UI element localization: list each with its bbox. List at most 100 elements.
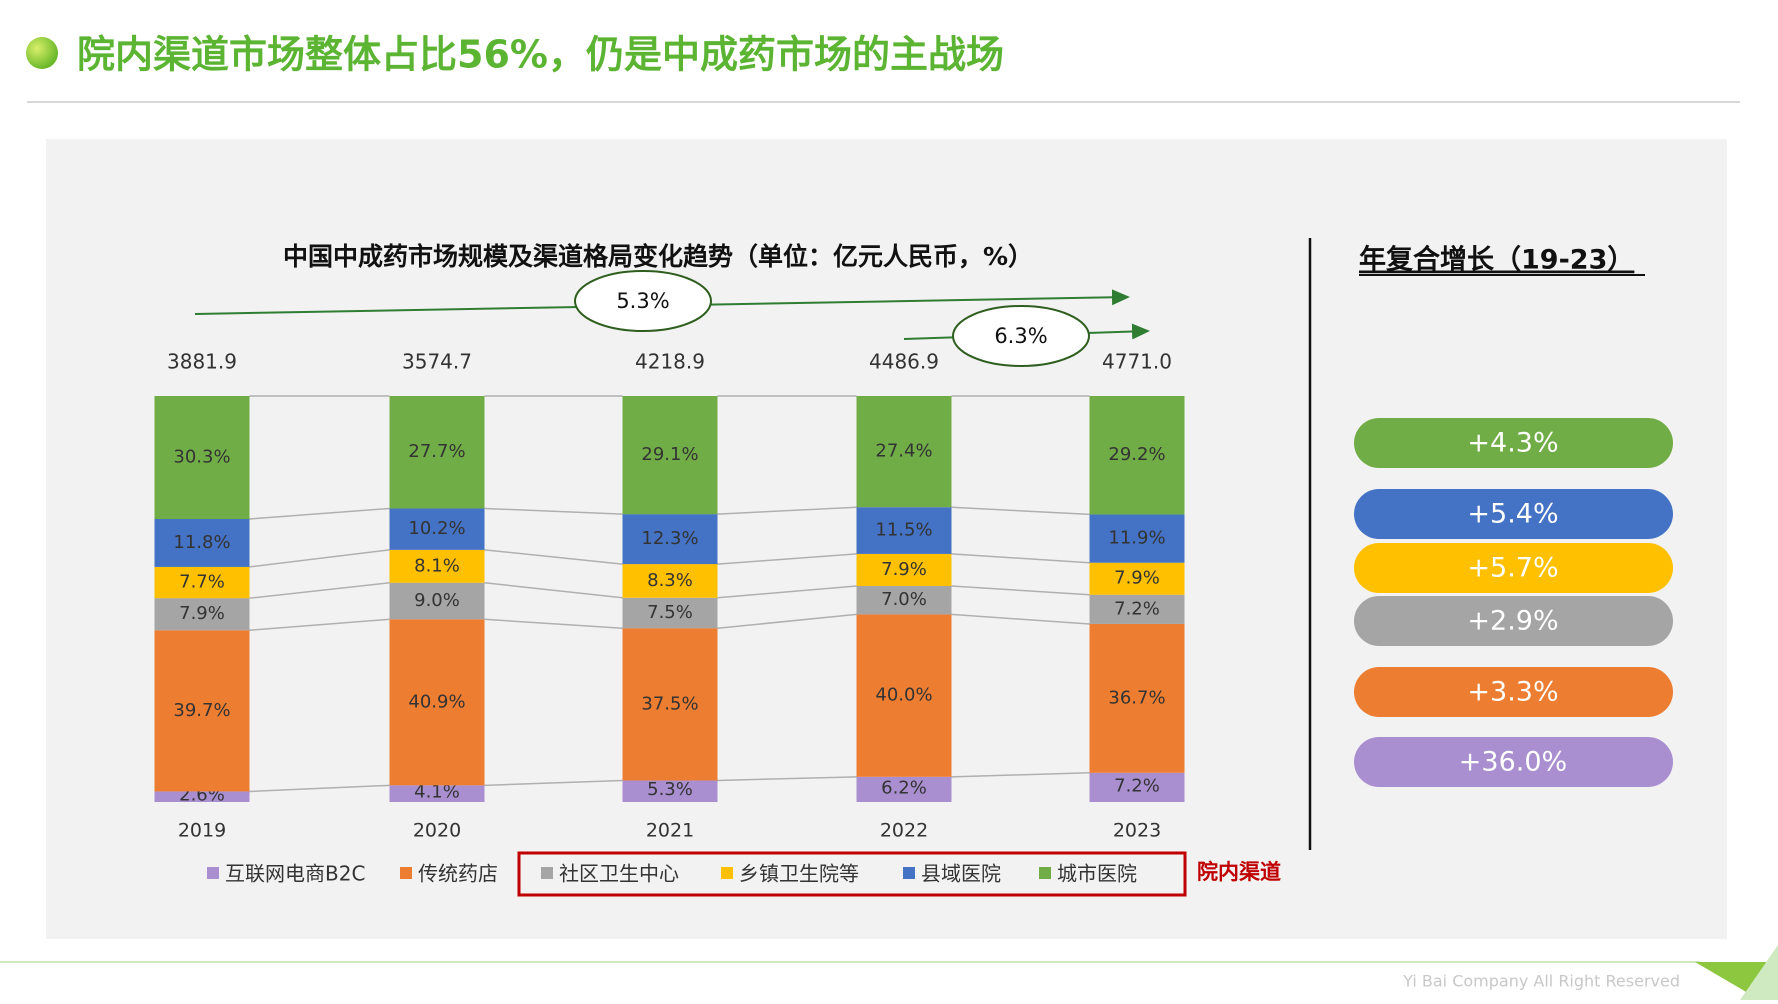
growth-label: +2.9%	[1467, 606, 1558, 637]
growth-bubble	[952, 305, 1090, 367]
group-label: 院内渠道	[1197, 860, 1281, 884]
segment-label: 6.2%	[881, 777, 927, 798]
x-tick-label: 2020	[413, 820, 461, 842]
connector	[951, 585, 1090, 596]
segment-label: 7.9%	[881, 559, 927, 580]
bar-segment	[622, 564, 718, 598]
total-label: 4486.9	[869, 350, 939, 374]
connector	[484, 779, 623, 787]
connector	[249, 618, 390, 632]
legend-label: 社区卫生中心	[559, 862, 679, 886]
growth-pill	[1354, 596, 1673, 646]
segment-label: 7.9%	[1114, 568, 1160, 589]
segment-label: 30.3%	[173, 447, 230, 468]
connector	[484, 618, 623, 629]
legend-swatch	[400, 867, 412, 879]
legend-label: 城市医院	[1057, 862, 1137, 886]
segment-label: 7.7%	[179, 572, 225, 593]
growth-pill	[1354, 543, 1673, 593]
growth-arrow-label: 5.3%	[616, 289, 669, 313]
segment-label: 29.2%	[1108, 444, 1165, 465]
growth-label: +4.3%	[1467, 428, 1558, 459]
bar-segment	[856, 586, 952, 615]
bar-segment	[389, 396, 485, 509]
legend-swatch	[1039, 867, 1051, 879]
growth-arrow-label: 6.3%	[994, 324, 1047, 348]
segment-label: 27.4%	[875, 441, 932, 462]
total-label: 4771.0	[1102, 350, 1172, 374]
bar-segment	[389, 619, 485, 786]
segment-label: 39.7%	[173, 700, 230, 721]
total-label: 3574.7	[402, 350, 472, 374]
segment-label: 36.7%	[1108, 687, 1165, 708]
growth-bubble	[574, 270, 712, 332]
bar-segment	[622, 780, 718, 802]
connector	[717, 553, 857, 565]
connector	[717, 585, 857, 599]
connector	[249, 784, 390, 793]
segment-label: 8.1%	[414, 555, 460, 576]
growth-pill	[1354, 737, 1673, 787]
footer: Yi Bai Company All Right Reserved	[1402, 972, 1680, 991]
growth-label: +5.4%	[1467, 499, 1558, 530]
bar-segment	[389, 508, 485, 550]
bar-segment	[154, 519, 250, 567]
bar-segment	[1089, 623, 1185, 773]
bar-segment	[154, 566, 250, 599]
connector	[249, 549, 390, 568]
connector	[951, 772, 1090, 778]
connector	[951, 506, 1090, 516]
growth-label: +5.7%	[1467, 553, 1558, 584]
growth-pill	[1354, 489, 1673, 539]
x-tick-label: 2021	[646, 820, 694, 842]
corner-deco	[1740, 945, 1778, 1000]
bar-segment	[1089, 772, 1185, 802]
page-title: 院内渠道市场整体占比56%，仍是中成药市场的主战场	[77, 33, 1004, 77]
connector	[249, 507, 390, 520]
legend-label: 互联网电商B2C	[225, 862, 365, 886]
legend-swatch	[721, 867, 733, 879]
legend-label: 乡镇卫生院等	[739, 862, 859, 886]
bar-segment	[622, 514, 718, 565]
bar-segment	[154, 598, 250, 631]
segment-label: 11.5%	[875, 520, 932, 541]
segment-label: 40.0%	[875, 685, 932, 706]
total-label: 4218.9	[635, 350, 705, 374]
segment-label: 10.2%	[408, 518, 465, 539]
connector	[717, 776, 857, 782]
segment-label: 7.2%	[1114, 775, 1160, 796]
segment-label: 12.3%	[641, 528, 698, 549]
connector	[484, 582, 623, 599]
legend-swatch	[207, 867, 219, 879]
bar-segment	[389, 582, 485, 620]
segment-label: 29.1%	[641, 444, 698, 465]
bar-segment	[622, 597, 718, 629]
segment-label: 7.2%	[1114, 598, 1160, 619]
bar-segment	[154, 630, 250, 792]
legend-label: 传统药店	[418, 862, 498, 886]
connector	[951, 613, 1090, 625]
legend-swatch	[903, 867, 915, 879]
legend-label: 县域医院	[921, 862, 1001, 886]
group-box	[517, 851, 1187, 897]
segment-label: 11.9%	[1108, 528, 1165, 549]
bar-segment	[856, 614, 952, 777]
bar-segment	[1089, 562, 1185, 595]
x-tick-label: 2022	[880, 820, 928, 842]
segment-label: 40.9%	[408, 691, 465, 712]
connector	[484, 549, 623, 565]
x-tick-label: 2023	[1113, 820, 1161, 842]
segment-label: 5.3%	[647, 779, 693, 800]
segment-label: 11.8%	[173, 532, 230, 553]
connector	[249, 582, 390, 599]
bar-segment	[154, 791, 250, 802]
bar-segment	[622, 628, 718, 781]
growth-label: +3.3%	[1467, 677, 1558, 708]
bar-segment	[1089, 396, 1185, 515]
bar-segment	[389, 549, 485, 583]
chart-title: 中国中成药市场规模及渠道格局变化趋势（单位：亿元人民币，%）	[283, 242, 1033, 271]
connector	[717, 506, 857, 515]
bar-segment	[856, 507, 952, 554]
connector	[484, 507, 623, 515]
